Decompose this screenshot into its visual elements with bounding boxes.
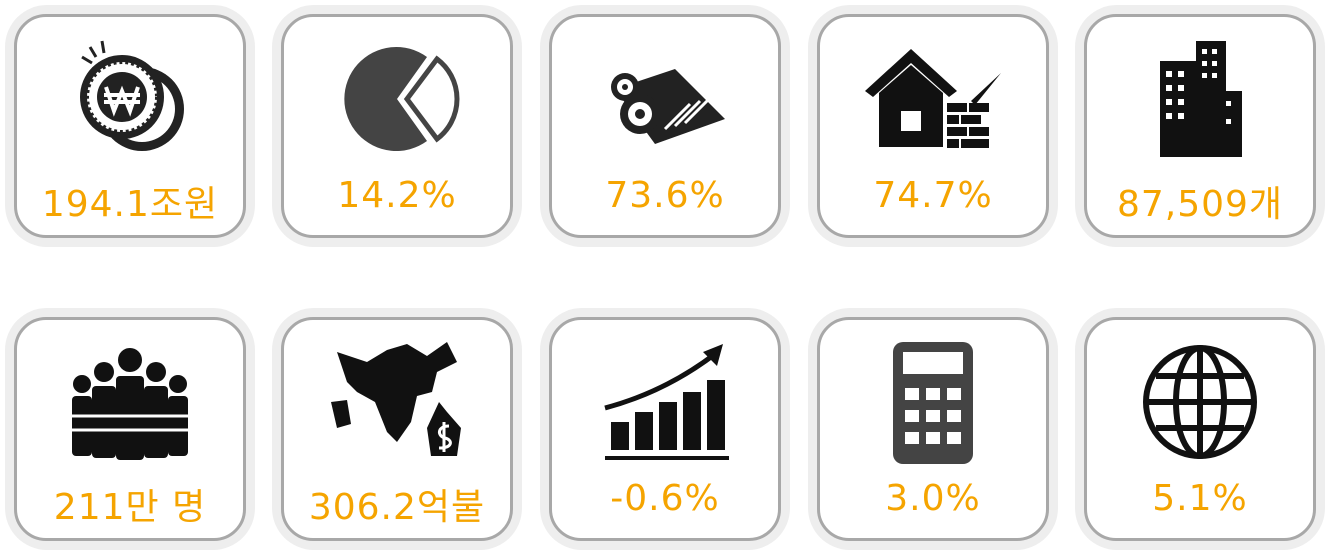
card-frame: 211만 명: [5, 308, 255, 550]
card: 194.1조원: [14, 14, 246, 238]
card: 14.2%: [281, 14, 513, 238]
map-icon: [331, 342, 461, 456]
pie-icon: [344, 47, 460, 152]
card: -0.6%: [549, 317, 781, 541]
stat-value: 3.0%: [885, 478, 981, 519]
card-frame: 5.1%: [1075, 308, 1325, 550]
stat-value: 211만 명: [53, 487, 207, 528]
card-frame: 14.2%: [272, 5, 522, 247]
workers-icon: [72, 348, 188, 460]
buildings-icon: [1160, 41, 1242, 157]
stat-value: 14.2%: [337, 175, 457, 216]
card: 73.6%: [549, 14, 781, 238]
card: 211만 명: [14, 317, 246, 541]
stat-value: 5.1%: [1152, 478, 1248, 519]
house-icon: [865, 49, 1001, 148]
stat-value: 73.6%: [605, 175, 725, 216]
calculator-icon: [893, 342, 973, 464]
card-frame: 73.6%: [540, 5, 790, 247]
card-frame: 74.7%: [808, 5, 1058, 247]
card: 74.7%: [817, 14, 1049, 238]
stat-value: 74.7%: [873, 175, 993, 216]
card-frame: 87,509개: [1075, 5, 1325, 247]
rolls-icon: [611, 69, 725, 144]
stat-value: 87,509개: [1116, 184, 1284, 225]
globe-icon: [1143, 345, 1257, 459]
card: 87,509개: [1084, 14, 1316, 238]
card: 5.1%: [1084, 317, 1316, 541]
card-frame: 194.1조원: [5, 5, 255, 247]
card: 306.2억불: [281, 317, 513, 541]
stat-value: 194.1조원: [41, 184, 219, 225]
stat-value: 306.2억불: [308, 487, 486, 528]
stat-value: -0.6%: [610, 478, 720, 519]
card-frame: -0.6%: [540, 308, 790, 550]
coin-icon: [80, 40, 184, 151]
card: 3.0%: [817, 317, 1049, 541]
card-frame: 306.2억불: [272, 308, 522, 550]
growth-icon: [604, 344, 729, 460]
card-frame: 3.0%: [808, 308, 1058, 550]
